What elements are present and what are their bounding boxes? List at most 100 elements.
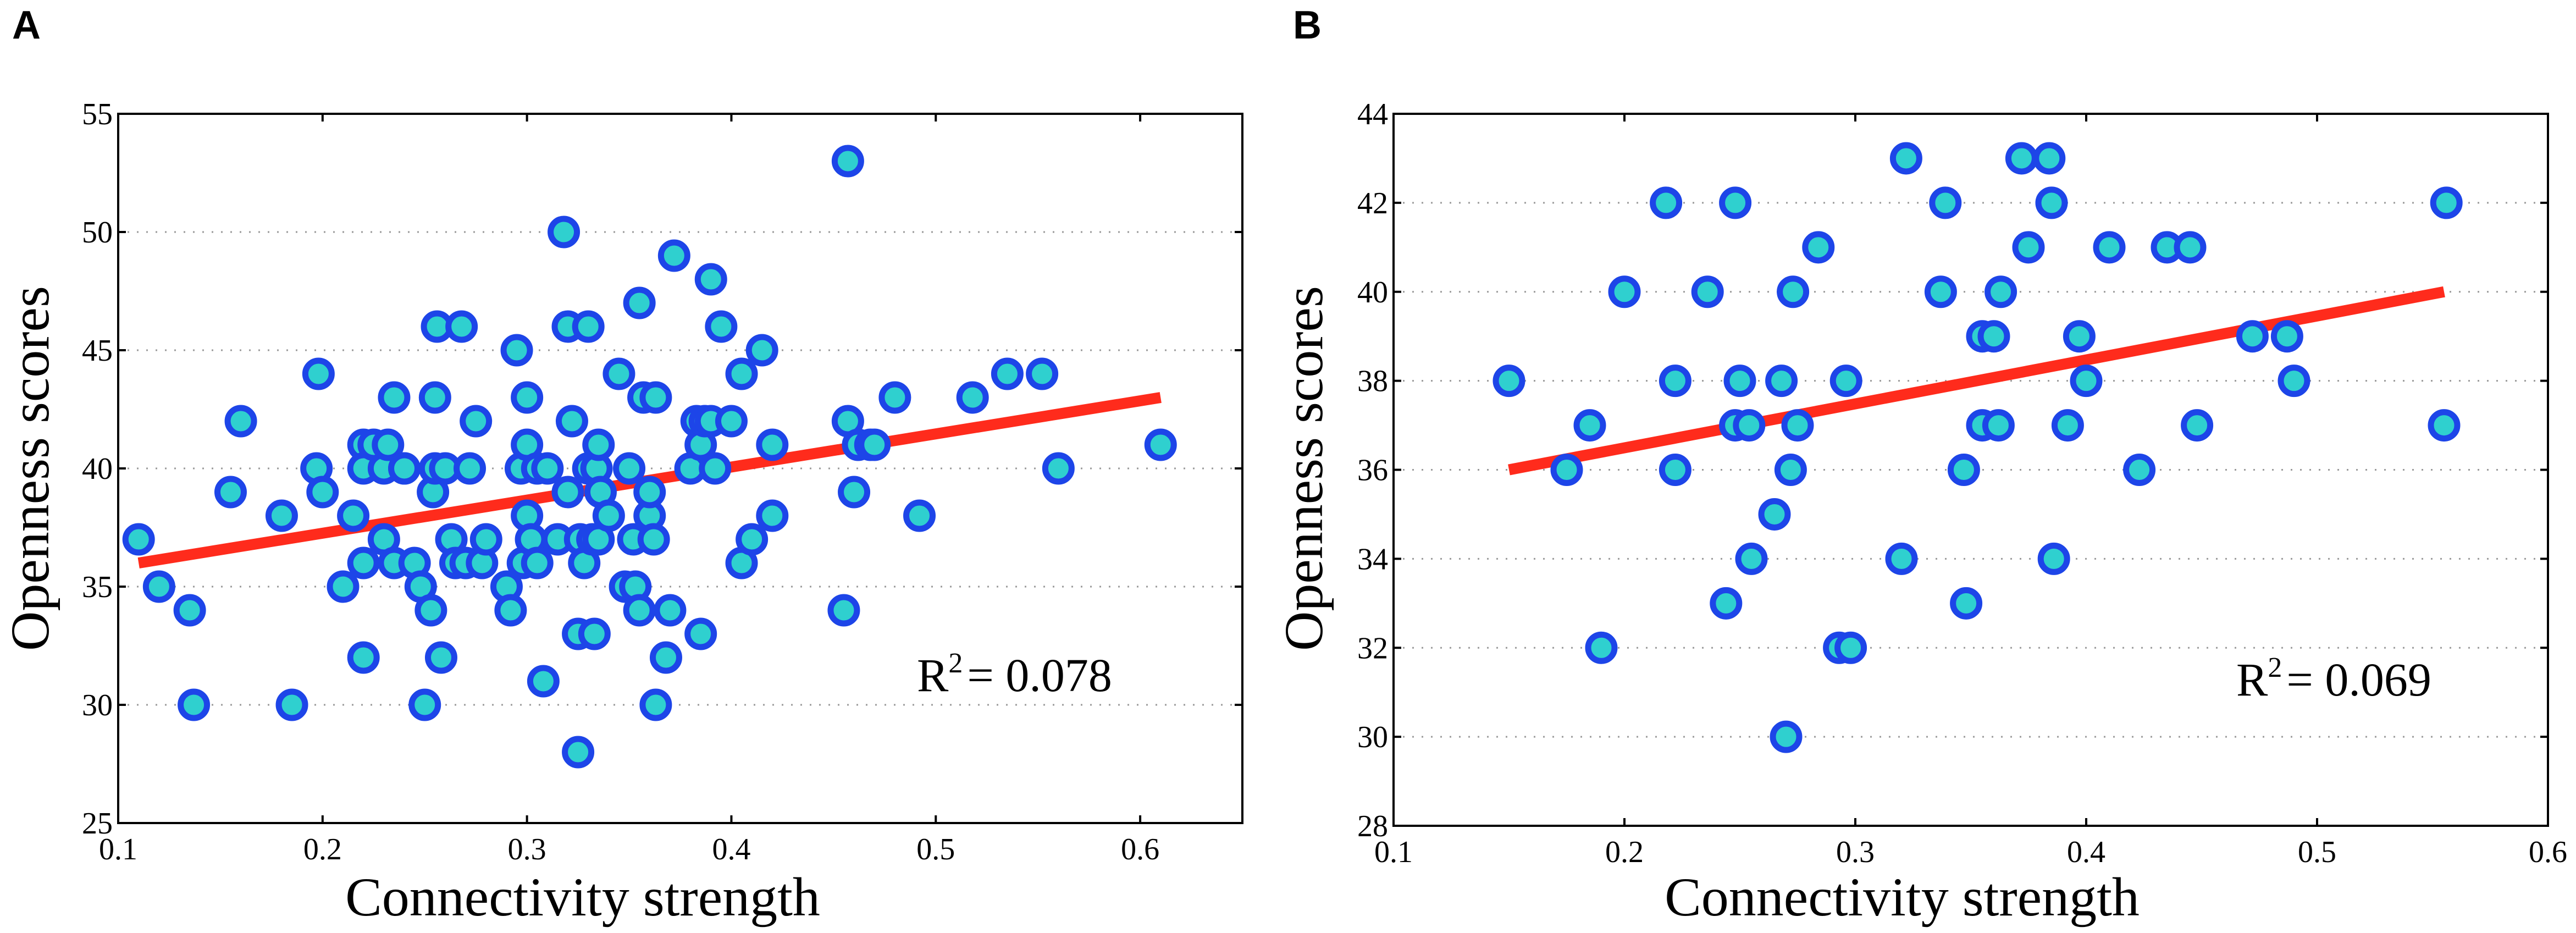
panel-a-data-point: [224, 405, 257, 438]
panel-a-data-point: [715, 405, 748, 438]
panel-b-data-point: [1550, 454, 1583, 486]
panel-a-data-point: [637, 523, 670, 556]
panel-a-data-point: [623, 286, 656, 319]
panel-a-data-point: [173, 594, 206, 627]
panel-b-data-point: [2012, 231, 2045, 264]
panel-a-data-point: [347, 641, 380, 674]
panel-a-x-tick-label: 0.4: [712, 832, 750, 866]
panel-a: A 0.1 0.2 0.3 0.4 0.5 0.6 25 30 35 40 45 50 55 Conne…: [0, 3, 1243, 928]
panel-b-data-point: [2070, 365, 2103, 398]
panel-b-data-point: [1829, 365, 1862, 398]
panel-b-data-point: [1947, 454, 1980, 486]
panel-a-letter: A: [12, 3, 41, 47]
panel-a-data-point: [1042, 452, 1075, 485]
panel-a-y-tick-label: 25: [82, 807, 113, 841]
panel-b-data-point: [1733, 409, 1766, 442]
panel-b-data-point: [1735, 542, 1768, 575]
panel-a-data-point: [1026, 357, 1059, 390]
panel-a-data-point: [214, 476, 247, 509]
panel-b-r2-sup: 2: [2268, 652, 2282, 683]
panel-a-data-point: [347, 546, 380, 579]
panel-b-data-point: [1885, 542, 1918, 575]
panel-b-letter: B: [1293, 3, 1322, 47]
panel-a-data-point: [460, 405, 493, 438]
panel-a-data-point: [302, 357, 335, 390]
panel-a-data-point: [562, 736, 595, 769]
panel-a-data-point: [454, 452, 487, 485]
panel-a-data-point: [414, 594, 447, 627]
panel-a-data-point: [494, 594, 527, 627]
panel-a-x-tick-label: 0.2: [303, 832, 342, 866]
panel-a-data-point: [408, 688, 441, 721]
panel-b-data-point: [1781, 409, 1814, 442]
panel-b-data-point: [1777, 275, 1810, 308]
panel-a-data-point: [725, 357, 758, 390]
panel-b-y-tick-label: 40: [1357, 275, 1388, 310]
panel-b-data-point: [2005, 142, 2038, 175]
panel-a-y-tick-label: 45: [82, 334, 113, 368]
panel-a-data-point: [527, 665, 560, 698]
panel-a-data-point: [756, 428, 789, 461]
panel-a-data-point: [306, 476, 339, 509]
panel-b-data-point: [1950, 587, 1983, 620]
panel-a-data-point: [827, 594, 860, 627]
panel-b: B 0.1 0.2 0.3 0.4 0.5 0.6 28 30 32 34 36 38 40 42 44 C…: [1273, 3, 2567, 928]
panel-a-data-point: [337, 499, 370, 532]
panel-a-data-point: [572, 310, 605, 343]
panel-b-data-point: [1659, 454, 1691, 486]
panel-a-y-tick-label: 40: [82, 452, 113, 486]
panel-b-data-point: [1834, 631, 1867, 664]
panel-a-data-point: [327, 570, 360, 603]
panel-a-data-point: [578, 617, 611, 650]
panel-b-data-point: [2033, 142, 2066, 175]
panel-b-data-point: [1650, 186, 1683, 219]
panel-b-y-tick-label: 28: [1357, 809, 1388, 843]
panel-a-data-point: [657, 239, 690, 272]
panel-b-r-squared: R2= 0.069: [2236, 652, 2431, 706]
panel-b-data-point: [2093, 231, 2126, 264]
panel-a-data-point: [378, 381, 411, 414]
panel-a-y-tick-label: 55: [82, 97, 113, 131]
panel-a-data-point: [521, 546, 554, 579]
panel-a-data-point: [831, 145, 864, 178]
panel-a-data-point: [142, 570, 175, 603]
panel-a-data-point: [531, 452, 564, 485]
panel-b-data-point: [1608, 275, 1641, 308]
panel-a-data-point: [500, 334, 533, 367]
panel-b-x-tick-label: 0.1: [1374, 835, 1413, 869]
panel-a-data-point: [178, 688, 211, 721]
panel-a-data-point: [694, 263, 727, 296]
panel-b-data-point: [1719, 186, 1752, 219]
panel-a-data-point: [1144, 428, 1177, 461]
panel-a-data-point: [551, 476, 584, 509]
panel-b-data-point: [2428, 409, 2461, 442]
panel-a-r2-sup: 2: [948, 648, 963, 679]
panel-b-x-tick-label: 0.2: [1605, 835, 1644, 869]
panel-b-x-tick-label: 0.3: [1836, 835, 1875, 869]
panel-a-x-tick-label: 0.3: [508, 832, 546, 866]
panel-a-x-axis-label: Connectivity strength: [345, 866, 820, 928]
panel-b-data-point: [1929, 186, 1962, 219]
panel-b-data-point: [1710, 587, 1743, 620]
panel-b-y-tick-label: 34: [1357, 542, 1388, 576]
panel-b-data-point: [2236, 320, 2269, 353]
panel-b-data-point: [1691, 275, 1724, 308]
panel-b-data-point: [1573, 409, 1606, 442]
panel-a-data-point: [592, 499, 625, 532]
panel-b-data-point: [1984, 275, 2017, 308]
panel-a-data-point: [903, 499, 936, 532]
panel-a-data-point: [602, 357, 635, 390]
panel-b-data-point: [2051, 409, 2084, 442]
panel-a-data-point: [736, 523, 769, 556]
panel-b-y-axis-label: Openness scores: [1273, 286, 1334, 651]
panel-b-data-point: [1659, 365, 1691, 398]
panel-b-y-tick-label: 38: [1357, 365, 1388, 399]
panel-a-r2-value: = 0.078: [967, 649, 1112, 702]
panel-a-data-point: [372, 428, 405, 461]
panel-b-x-tick-label: 0.6: [2529, 835, 2567, 869]
panel-b-r2-base: R: [2236, 653, 2268, 706]
panel-a-data-point: [555, 405, 588, 438]
panel-a-data-point: [684, 617, 717, 650]
panel-a-data-point: [858, 428, 891, 461]
